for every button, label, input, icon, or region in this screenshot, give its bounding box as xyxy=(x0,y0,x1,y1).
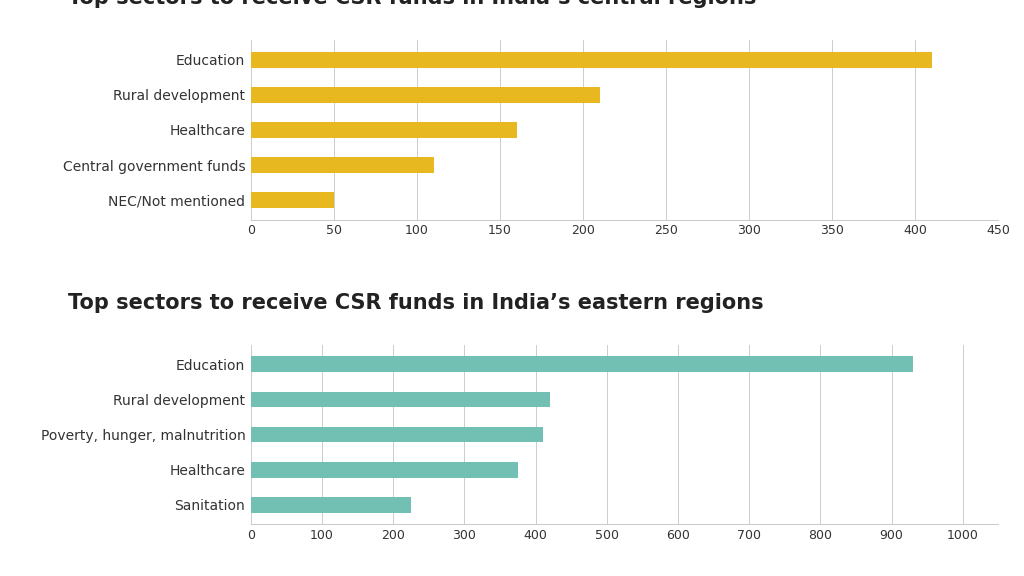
Bar xyxy=(251,157,433,173)
Bar xyxy=(251,192,334,208)
Text: Top sectors to receive CSR funds in India’s central regions: Top sectors to receive CSR funds in Indi… xyxy=(68,0,756,8)
Bar xyxy=(251,122,517,138)
Bar xyxy=(251,52,932,67)
Bar xyxy=(251,87,600,103)
Bar xyxy=(251,357,913,372)
Bar xyxy=(251,497,411,513)
Bar xyxy=(251,427,543,442)
Bar xyxy=(251,462,518,478)
Text: Top sectors to receive CSR funds in India’s eastern regions: Top sectors to receive CSR funds in Indi… xyxy=(68,293,763,313)
Bar xyxy=(251,392,550,407)
